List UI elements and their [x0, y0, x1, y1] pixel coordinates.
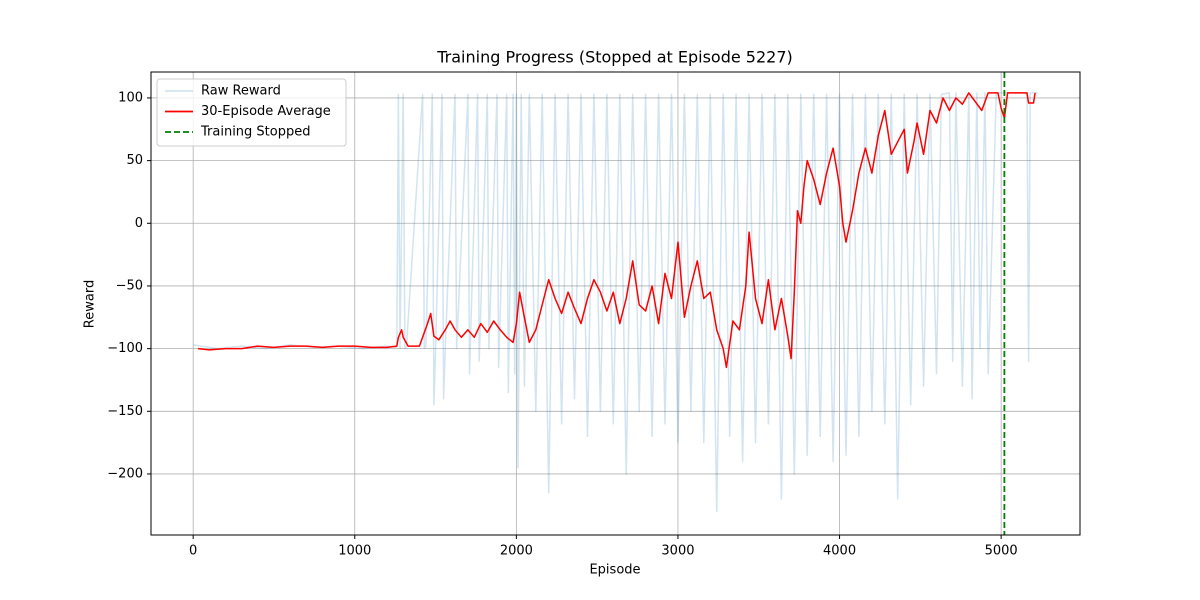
x-axis-label: Episode: [589, 563, 640, 578]
legend-box: [156, 78, 347, 147]
y-tick-label: 0: [135, 216, 143, 231]
chart-title: Training Progress (Stopped at Episode 52…: [436, 48, 793, 67]
y-tick-label: 100: [118, 90, 143, 105]
y-tick-label: −150: [107, 404, 143, 419]
legend-label: 30-Episode Average: [201, 104, 331, 119]
x-tick-label: 0: [189, 544, 197, 559]
x-tick-label: 1000: [338, 544, 371, 559]
series-line: [193, 92, 1038, 513]
y-tick-label: −100: [107, 341, 143, 356]
series-line: [197, 92, 1036, 369]
y-tick-label: −200: [107, 466, 143, 481]
y-axis-label: Reward: [83, 280, 98, 328]
legend: Raw Reward 30-Episode Average Training Sto…: [156, 78, 347, 147]
x-tick-label: 3000: [661, 544, 694, 559]
y-tick-label: 50: [126, 153, 143, 168]
x-tick-label: 5000: [985, 544, 1018, 559]
legend-label: Raw Reward: [201, 84, 281, 99]
x-tick-label: 4000: [823, 544, 856, 559]
y-tick-label: −50: [116, 278, 143, 293]
x-tick-label: 2000: [500, 544, 533, 559]
plot-frame: [150, 71, 1081, 536]
legend-label: Training Stopped: [200, 125, 310, 140]
